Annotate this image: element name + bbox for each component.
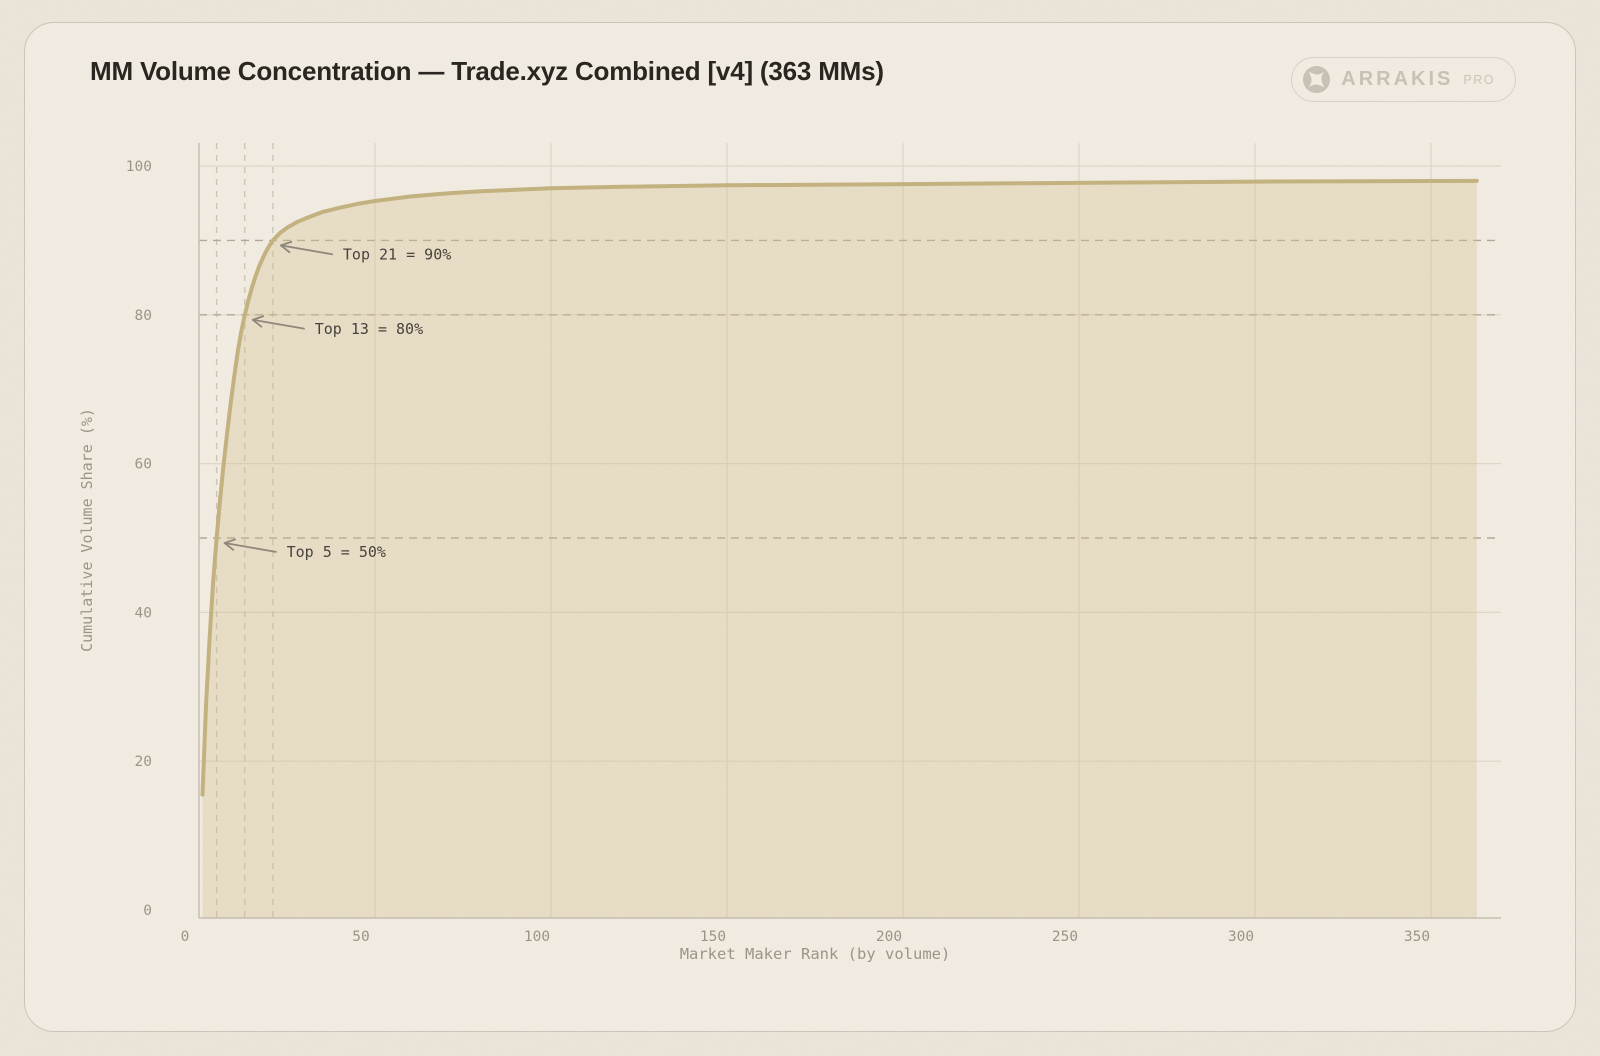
y-tick-label: 40	[135, 605, 152, 621]
area-fill	[202, 180, 1477, 918]
x-axis-label: Market Maker Rank (by volume)	[680, 945, 951, 963]
x-tick-label: 200	[876, 929, 902, 945]
x-tick-label: 250	[1052, 929, 1078, 945]
x-tick-label: 150	[700, 929, 726, 945]
annotation-label: Top 13 = 80%	[315, 320, 423, 338]
y-tick-label: 20	[135, 754, 152, 770]
y-tick-label: 100	[126, 159, 152, 175]
annotation-label: Top 21 = 90%	[343, 245, 451, 263]
x-tick-label: 0	[181, 929, 190, 945]
y-tick-label: 80	[135, 308, 152, 324]
x-tick-label: 50	[352, 929, 369, 945]
y-tick-label: 0	[143, 903, 152, 919]
x-tick-label: 350	[1404, 929, 1430, 945]
x-tick-label: 300	[1228, 929, 1254, 945]
y-tick-label: 60	[135, 457, 152, 473]
x-tick-label: 100	[524, 929, 550, 945]
annotation-label: Top 5 = 50%	[287, 543, 386, 561]
y-axis-label: Cumulative Volume Share (%)	[78, 408, 96, 652]
